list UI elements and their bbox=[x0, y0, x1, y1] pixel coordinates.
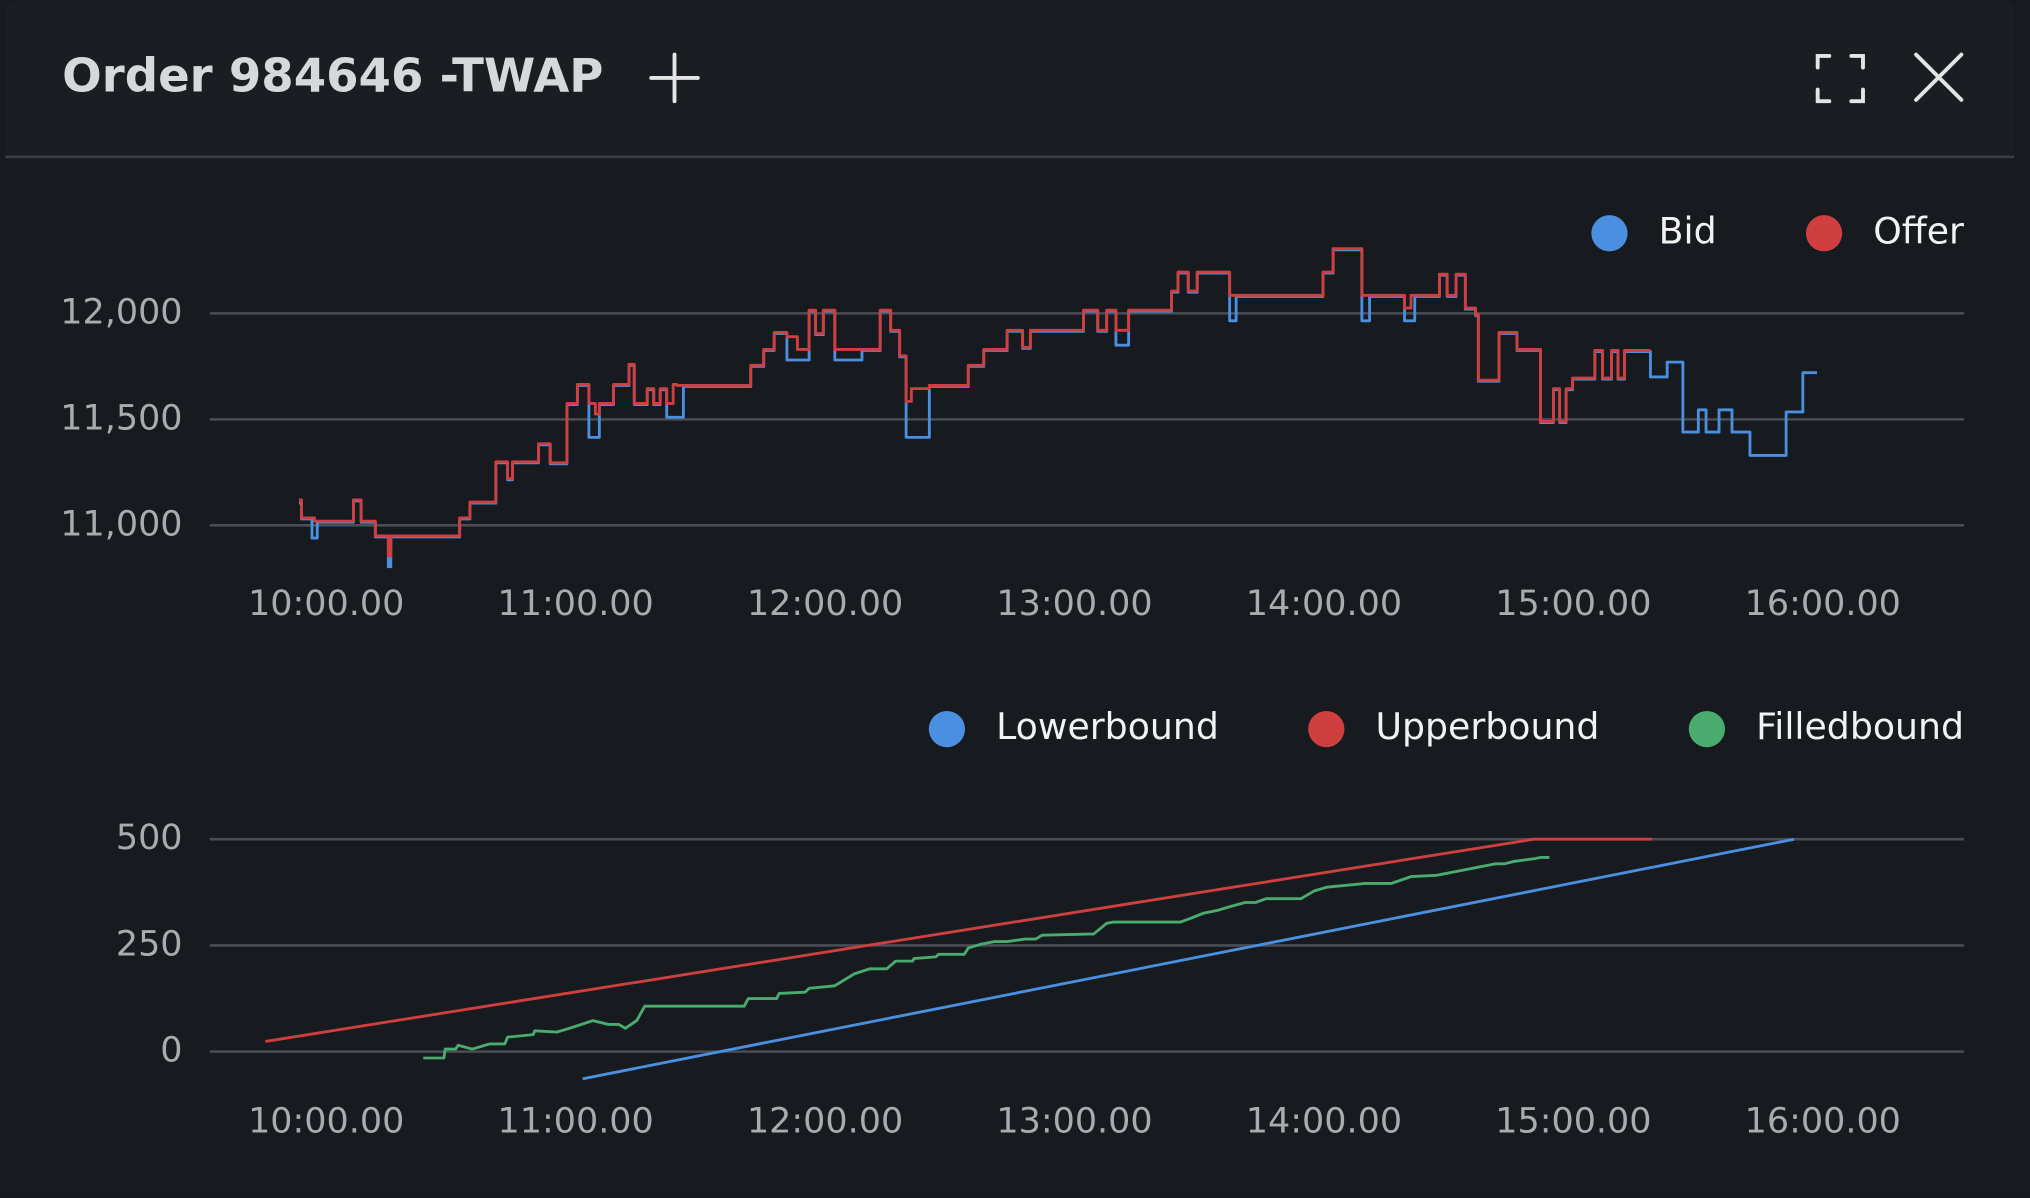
x-tick-label: 13:00.00 bbox=[996, 584, 1152, 624]
legend-marker bbox=[1308, 710, 1345, 748]
y-tick-label: 0 bbox=[160, 1031, 182, 1071]
x-tick-label: 14:00.00 bbox=[1246, 1102, 1402, 1142]
legend-marker bbox=[928, 710, 966, 748]
fullscreen-button[interactable] bbox=[1815, 53, 1865, 104]
add-button[interactable] bbox=[649, 52, 700, 104]
legend-label: Offer bbox=[1873, 209, 1964, 252]
panel-title: Order 984646 -TWAP bbox=[62, 49, 603, 103]
close-button[interactable] bbox=[1914, 52, 1964, 102]
legend-label: Bid bbox=[1659, 209, 1717, 252]
x-tick-label: 10:00.00 bbox=[248, 1102, 404, 1142]
series-line bbox=[265, 837, 1652, 1043]
y-tick-label: 11,000 bbox=[60, 504, 182, 544]
series-line bbox=[299, 247, 1651, 558]
x-tick-label: 16:00.00 bbox=[1745, 1102, 1901, 1142]
y-tick-label: 11,500 bbox=[60, 398, 182, 438]
header-bar bbox=[5, 0, 2015, 157]
y-tick-label: 250 bbox=[116, 924, 183, 964]
legend-label: Lowerbound bbox=[996, 705, 1219, 748]
legend-marker bbox=[1591, 215, 1628, 252]
legend-marker bbox=[1805, 215, 1843, 252]
x-tick-label: 11:00.00 bbox=[498, 584, 654, 624]
series-line bbox=[582, 837, 1795, 1081]
x-tick-label: 12:00.00 bbox=[747, 1102, 903, 1142]
y-tick-label: 12,000 bbox=[60, 292, 182, 332]
x-tick-label: 10:00.00 bbox=[248, 584, 404, 624]
x-tick-label: 15:00.00 bbox=[1495, 584, 1651, 624]
x-tick-label: 14:00.00 bbox=[1246, 584, 1402, 624]
x-tick-label: 16:00.00 bbox=[1745, 584, 1901, 624]
x-tick-label: 12:00.00 bbox=[747, 584, 903, 624]
legend-marker bbox=[1688, 710, 1726, 748]
x-tick-label: 13:00.00 bbox=[996, 1102, 1152, 1142]
legend-label: Filledbound bbox=[1756, 705, 1964, 748]
series-line bbox=[423, 856, 1550, 1060]
y-tick-label: 500 bbox=[116, 818, 183, 858]
x-tick-label: 11:00.00 bbox=[498, 1102, 654, 1142]
legend-label: Upperbound bbox=[1376, 705, 1600, 748]
x-tick-label: 15:00.00 bbox=[1495, 1102, 1651, 1142]
